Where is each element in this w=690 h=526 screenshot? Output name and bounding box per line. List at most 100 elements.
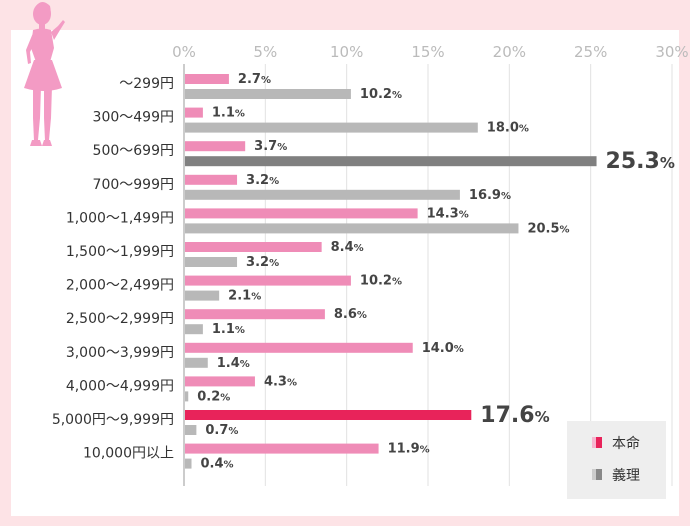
value-percent: %	[392, 90, 402, 101]
giri-bar	[185, 391, 189, 402]
giri-value-label: 3.2%	[246, 255, 279, 270]
giri-bar	[185, 89, 351, 99]
value-number: 0.2	[197, 389, 220, 404]
giri-value-label: 2.1%	[228, 289, 261, 304]
legend-swatch-light	[592, 437, 596, 448]
honmei-bar	[185, 443, 379, 454]
value-number: 10.2	[360, 274, 392, 289]
value-number: 18.0	[487, 121, 519, 136]
category-label: 1,000～1,499円	[66, 210, 174, 226]
giri-value-label: 16.9%	[469, 188, 511, 203]
giri-value-label: 0.7%	[205, 423, 238, 438]
giri-value-label: 18.0%	[487, 121, 529, 136]
giri-value-label: 1.4%	[217, 356, 250, 371]
honmei-bar	[185, 141, 246, 152]
value-number: 4.3	[264, 374, 287, 389]
honmei-bar	[185, 376, 255, 387]
value-percent: %	[357, 310, 367, 321]
honmei-bar	[185, 74, 229, 84]
category-labels: ～299円 300～499円 500～699円 700～999円 1,000～1,499…	[52, 76, 174, 462]
value-percent: %	[251, 292, 261, 303]
honmei-bar	[185, 410, 472, 420]
x-tick-label: 15%	[411, 43, 444, 61]
value-number: 16.9	[469, 188, 501, 203]
giri-value-label: 25.3%	[606, 149, 675, 174]
honmei-value-label: 14.0%	[422, 341, 464, 356]
value-number: 3.7	[254, 139, 277, 154]
giri-bar	[185, 189, 460, 200]
honmei-bar	[185, 342, 413, 353]
value-percent: %	[261, 75, 271, 86]
giri-bar	[185, 122, 478, 133]
giri-bar	[185, 425, 197, 435]
giri-bar	[185, 324, 203, 335]
value-number: 10.2	[360, 87, 392, 102]
giri-value-label: 20.5%	[527, 221, 569, 236]
value-percent: %	[240, 359, 250, 370]
honmei-value-label: 3.7%	[254, 139, 287, 154]
category-label: 10,000円以上	[83, 446, 174, 462]
honmei-bar	[185, 275, 351, 286]
legend-box	[567, 421, 666, 499]
value-percent: %	[535, 408, 550, 426]
value-percent: %	[235, 325, 245, 336]
value-percent: %	[560, 224, 570, 235]
value-percent: %	[420, 445, 430, 456]
value-percent: %	[354, 243, 364, 254]
giri-bar	[185, 223, 519, 234]
value-number: 11.9	[388, 442, 420, 457]
value-number: 0.7	[205, 423, 228, 438]
legend-swatch-light	[592, 469, 596, 480]
x-tick-label: 30%	[655, 43, 688, 61]
legend-label: 本命	[612, 435, 640, 452]
x-tick-label: 0%	[172, 43, 196, 61]
x-axis-ticks: 0% 5% 10% 15% 20% 25% 30%	[172, 43, 689, 61]
category-label: 300～499円	[93, 110, 174, 126]
value-number: 20.5	[527, 221, 559, 236]
value-percent: %	[519, 124, 529, 135]
honmei-value-label: 14.3%	[427, 206, 469, 221]
value-number: 2.7	[238, 72, 261, 87]
honmei-value-label: 4.3%	[264, 374, 297, 389]
value-percent: %	[277, 142, 287, 153]
category-label: 5,000円～9,999円	[52, 412, 174, 428]
value-percent: %	[235, 109, 245, 120]
giri-bar	[185, 290, 220, 301]
category-label: 2,000～2,499円	[66, 278, 174, 294]
honmei-value-label: 2.7%	[238, 72, 271, 87]
value-number: 14.3	[427, 206, 459, 221]
x-tick-label: 5%	[253, 43, 277, 61]
giri-value-label: 0.2%	[197, 389, 230, 404]
honmei-value-label: 8.6%	[334, 307, 367, 322]
bars	[185, 74, 597, 469]
woman-silhouette-icon	[24, 2, 65, 146]
value-percent: %	[269, 258, 279, 269]
honmei-bar	[185, 208, 418, 219]
x-tick-label: 25%	[574, 43, 607, 61]
value-percent: %	[454, 344, 464, 355]
giri-bar	[185, 458, 192, 469]
honmei-value-label: 17.6%	[480, 403, 549, 428]
value-number: 3.2	[246, 255, 269, 270]
giri-value-label: 0.4%	[201, 457, 234, 472]
legend-swatch-dark	[596, 469, 602, 480]
value-percent: %	[660, 154, 675, 172]
value-number: 14.0	[422, 341, 454, 356]
honmei-bar	[185, 174, 238, 185]
value-percent: %	[459, 209, 469, 220]
value-percent: %	[269, 176, 279, 187]
value-percent: %	[220, 392, 230, 403]
category-label: 1,500～1,999円	[66, 244, 174, 260]
value-number: 0.4	[201, 457, 224, 472]
giri-value-label: 1.1%	[212, 322, 245, 337]
giri-bar	[185, 257, 238, 267]
honmei-bar	[185, 242, 322, 252]
value-number: 3.2	[246, 173, 269, 188]
value-number: 2.1	[228, 289, 251, 304]
value-number: 8.4	[331, 240, 354, 255]
honmei-value-label: 1.1%	[212, 106, 245, 121]
legend-swatch-dark	[596, 437, 602, 448]
